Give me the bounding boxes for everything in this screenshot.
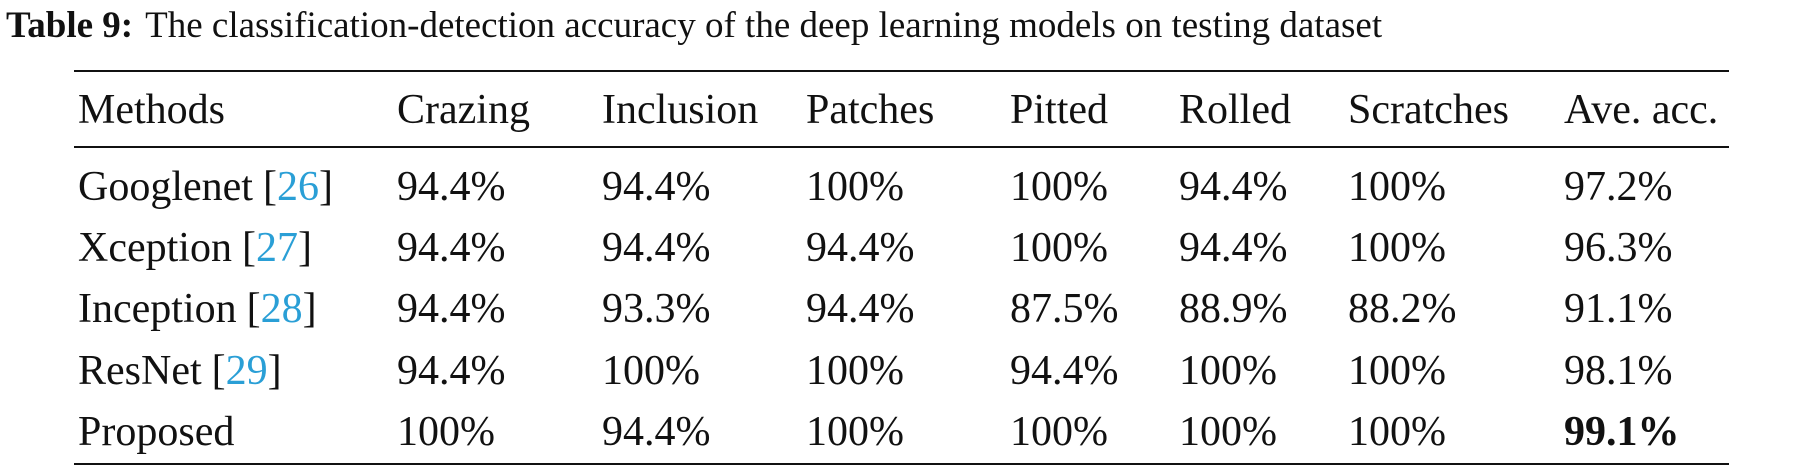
method-name: ResNet bbox=[78, 348, 202, 394]
value-cell: 94.4% bbox=[806, 286, 915, 332]
column-header: Inclusion bbox=[602, 87, 759, 133]
value-cell: 93.3% bbox=[602, 286, 711, 332]
method-cell: Googlenet [26] bbox=[78, 166, 333, 208]
method-cell: Xception [27] bbox=[78, 227, 312, 269]
value-cell: 94.4% bbox=[1179, 225, 1288, 271]
column-header: Scratches bbox=[1348, 87, 1509, 133]
caption-label: Table 9: bbox=[6, 5, 134, 46]
value-cell: 100% bbox=[1010, 409, 1108, 455]
value-cell: 100% bbox=[602, 348, 700, 394]
value-cell: 100% bbox=[806, 164, 904, 210]
value-cell: 100% bbox=[1010, 164, 1108, 210]
citation[interactable]: [27] bbox=[241, 225, 312, 271]
caption-text: The classification-detection accuracy of… bbox=[145, 5, 1383, 46]
method-cell: Inception [28] bbox=[78, 288, 317, 330]
method-name: Inception bbox=[78, 286, 237, 332]
value-cell: 98.1% bbox=[1564, 348, 1673, 394]
value-cell: 94.4% bbox=[602, 164, 711, 210]
value-cell: 94.4% bbox=[1179, 164, 1288, 210]
citation[interactable]: [28] bbox=[246, 286, 317, 332]
column-header: Rolled bbox=[1179, 87, 1291, 133]
value-cell: 87.5% bbox=[1010, 286, 1119, 332]
method-name: Xception bbox=[78, 225, 232, 271]
top-rule bbox=[74, 70, 1729, 72]
value-cell: 99.1% bbox=[1564, 409, 1680, 455]
column-header: Ave. acc. bbox=[1564, 87, 1719, 133]
method-name: Googlenet bbox=[78, 164, 253, 210]
value-cell: 100% bbox=[1348, 348, 1446, 394]
value-cell: 100% bbox=[1348, 409, 1446, 455]
value-cell: 100% bbox=[1348, 164, 1446, 210]
column-header: Patches bbox=[806, 87, 935, 133]
value-cell: 94.4% bbox=[397, 286, 506, 332]
value-cell: 94.4% bbox=[1010, 348, 1119, 394]
value-cell: 100% bbox=[1179, 409, 1277, 455]
value-cell: 100% bbox=[1348, 225, 1446, 271]
value-cell: 100% bbox=[1179, 348, 1277, 394]
value-cell: 100% bbox=[1010, 225, 1108, 271]
value-cell: 94.4% bbox=[602, 409, 711, 455]
value-cell: 100% bbox=[806, 409, 904, 455]
method-cell: Proposed bbox=[78, 411, 234, 453]
table-caption: Table 9: The classification-detection acc… bbox=[6, 4, 1382, 47]
citation[interactable]: [29] bbox=[211, 348, 282, 394]
column-header: Methods bbox=[78, 87, 225, 133]
mid-rule bbox=[74, 146, 1729, 148]
value-cell: 88.9% bbox=[1179, 286, 1288, 332]
value-cell: 100% bbox=[806, 348, 904, 394]
value-cell: 88.2% bbox=[1348, 286, 1457, 332]
value-cell: 96.3% bbox=[1564, 225, 1673, 271]
citation[interactable]: [26] bbox=[262, 164, 333, 210]
bottom-rule bbox=[74, 463, 1729, 465]
column-header: Crazing bbox=[397, 87, 530, 133]
column-header: Pitted bbox=[1010, 87, 1109, 133]
value-cell: 94.4% bbox=[806, 225, 915, 271]
value-cell: 94.4% bbox=[397, 164, 506, 210]
value-cell: 94.4% bbox=[397, 225, 506, 271]
value-cell: 94.4% bbox=[397, 348, 506, 394]
value-cell: 91.1% bbox=[1564, 286, 1673, 332]
value-cell: 100% bbox=[397, 409, 495, 455]
value-cell: 94.4% bbox=[602, 225, 711, 271]
value-cell: 97.2% bbox=[1564, 164, 1673, 210]
method-cell: ResNet [29] bbox=[78, 350, 282, 392]
method-name: Proposed bbox=[78, 409, 235, 455]
